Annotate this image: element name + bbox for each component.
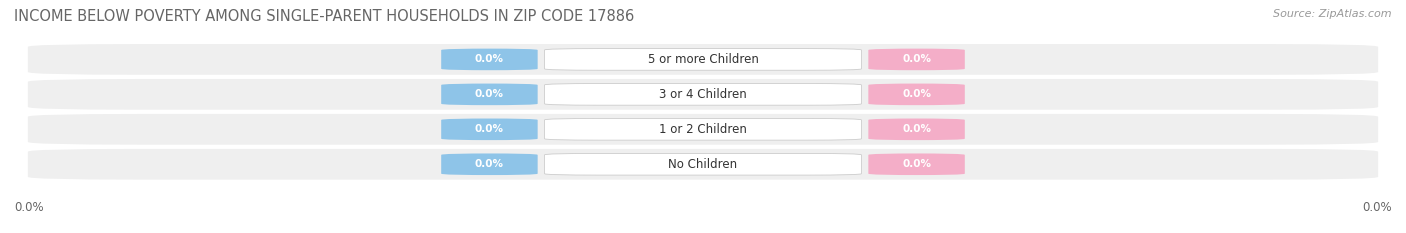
Text: 3 or 4 Children: 3 or 4 Children — [659, 88, 747, 101]
Text: 0.0%: 0.0% — [475, 124, 503, 134]
FancyBboxPatch shape — [441, 118, 537, 140]
FancyBboxPatch shape — [28, 79, 1378, 110]
FancyBboxPatch shape — [441, 154, 537, 175]
Text: 1 or 2 Children: 1 or 2 Children — [659, 123, 747, 136]
FancyBboxPatch shape — [869, 154, 965, 175]
Text: 0.0%: 0.0% — [475, 159, 503, 169]
Text: 0.0%: 0.0% — [903, 124, 931, 134]
Text: 0.0%: 0.0% — [903, 55, 931, 64]
FancyBboxPatch shape — [869, 118, 965, 140]
Text: No Children: No Children — [668, 158, 738, 171]
FancyBboxPatch shape — [441, 84, 537, 105]
Text: 0.0%: 0.0% — [903, 159, 931, 169]
FancyBboxPatch shape — [544, 118, 862, 140]
Text: 0.0%: 0.0% — [1362, 201, 1392, 214]
FancyBboxPatch shape — [441, 49, 537, 70]
Text: 0.0%: 0.0% — [14, 201, 44, 214]
Text: 5 or more Children: 5 or more Children — [648, 53, 758, 66]
FancyBboxPatch shape — [544, 154, 862, 175]
Text: Source: ZipAtlas.com: Source: ZipAtlas.com — [1274, 9, 1392, 19]
Text: INCOME BELOW POVERTY AMONG SINGLE-PARENT HOUSEHOLDS IN ZIP CODE 17886: INCOME BELOW POVERTY AMONG SINGLE-PARENT… — [14, 9, 634, 24]
Text: 0.0%: 0.0% — [903, 89, 931, 99]
FancyBboxPatch shape — [28, 114, 1378, 145]
FancyBboxPatch shape — [869, 84, 965, 105]
FancyBboxPatch shape — [544, 84, 862, 105]
Text: 0.0%: 0.0% — [475, 89, 503, 99]
FancyBboxPatch shape — [28, 44, 1378, 75]
FancyBboxPatch shape — [869, 49, 965, 70]
FancyBboxPatch shape — [544, 49, 862, 70]
FancyBboxPatch shape — [28, 149, 1378, 180]
Text: 0.0%: 0.0% — [475, 55, 503, 64]
